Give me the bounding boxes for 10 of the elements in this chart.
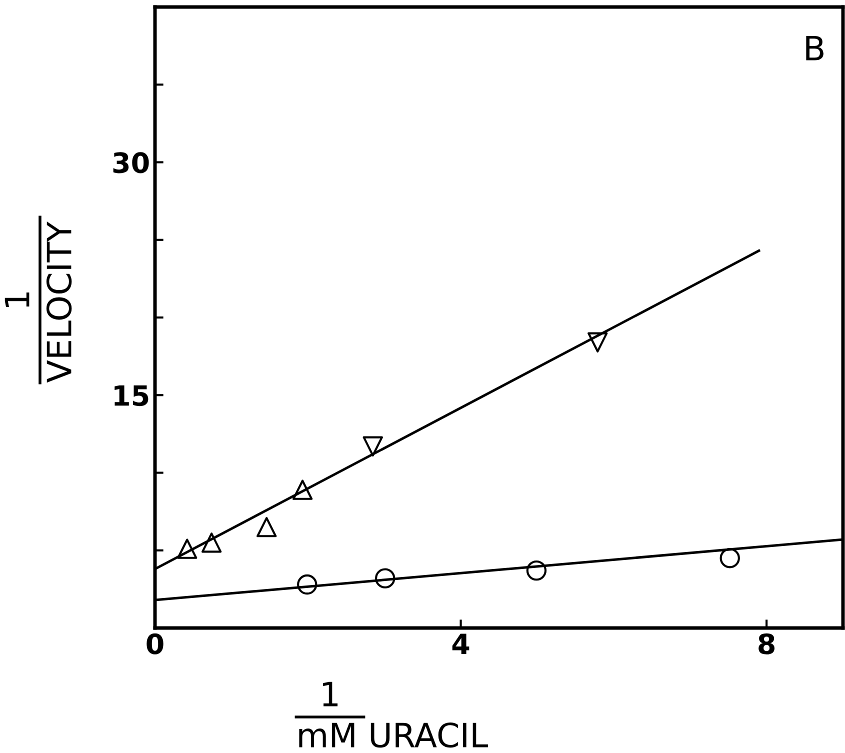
text: 1	[323, 682, 338, 706]
y-axis-title: VELOCITY	[46, 221, 72, 383]
x-tick-label: 8	[758, 633, 774, 654]
text: 1	[4, 292, 30, 307]
x-axis-title: mM URACIL	[299, 722, 488, 748]
y-tick-label: 30	[113, 152, 149, 174]
x-tick-label: 0	[146, 633, 164, 654]
y-tick-label: 15	[114, 385, 148, 406]
x-tick-label: 4	[452, 634, 470, 654]
annotation: B	[806, 36, 824, 60]
